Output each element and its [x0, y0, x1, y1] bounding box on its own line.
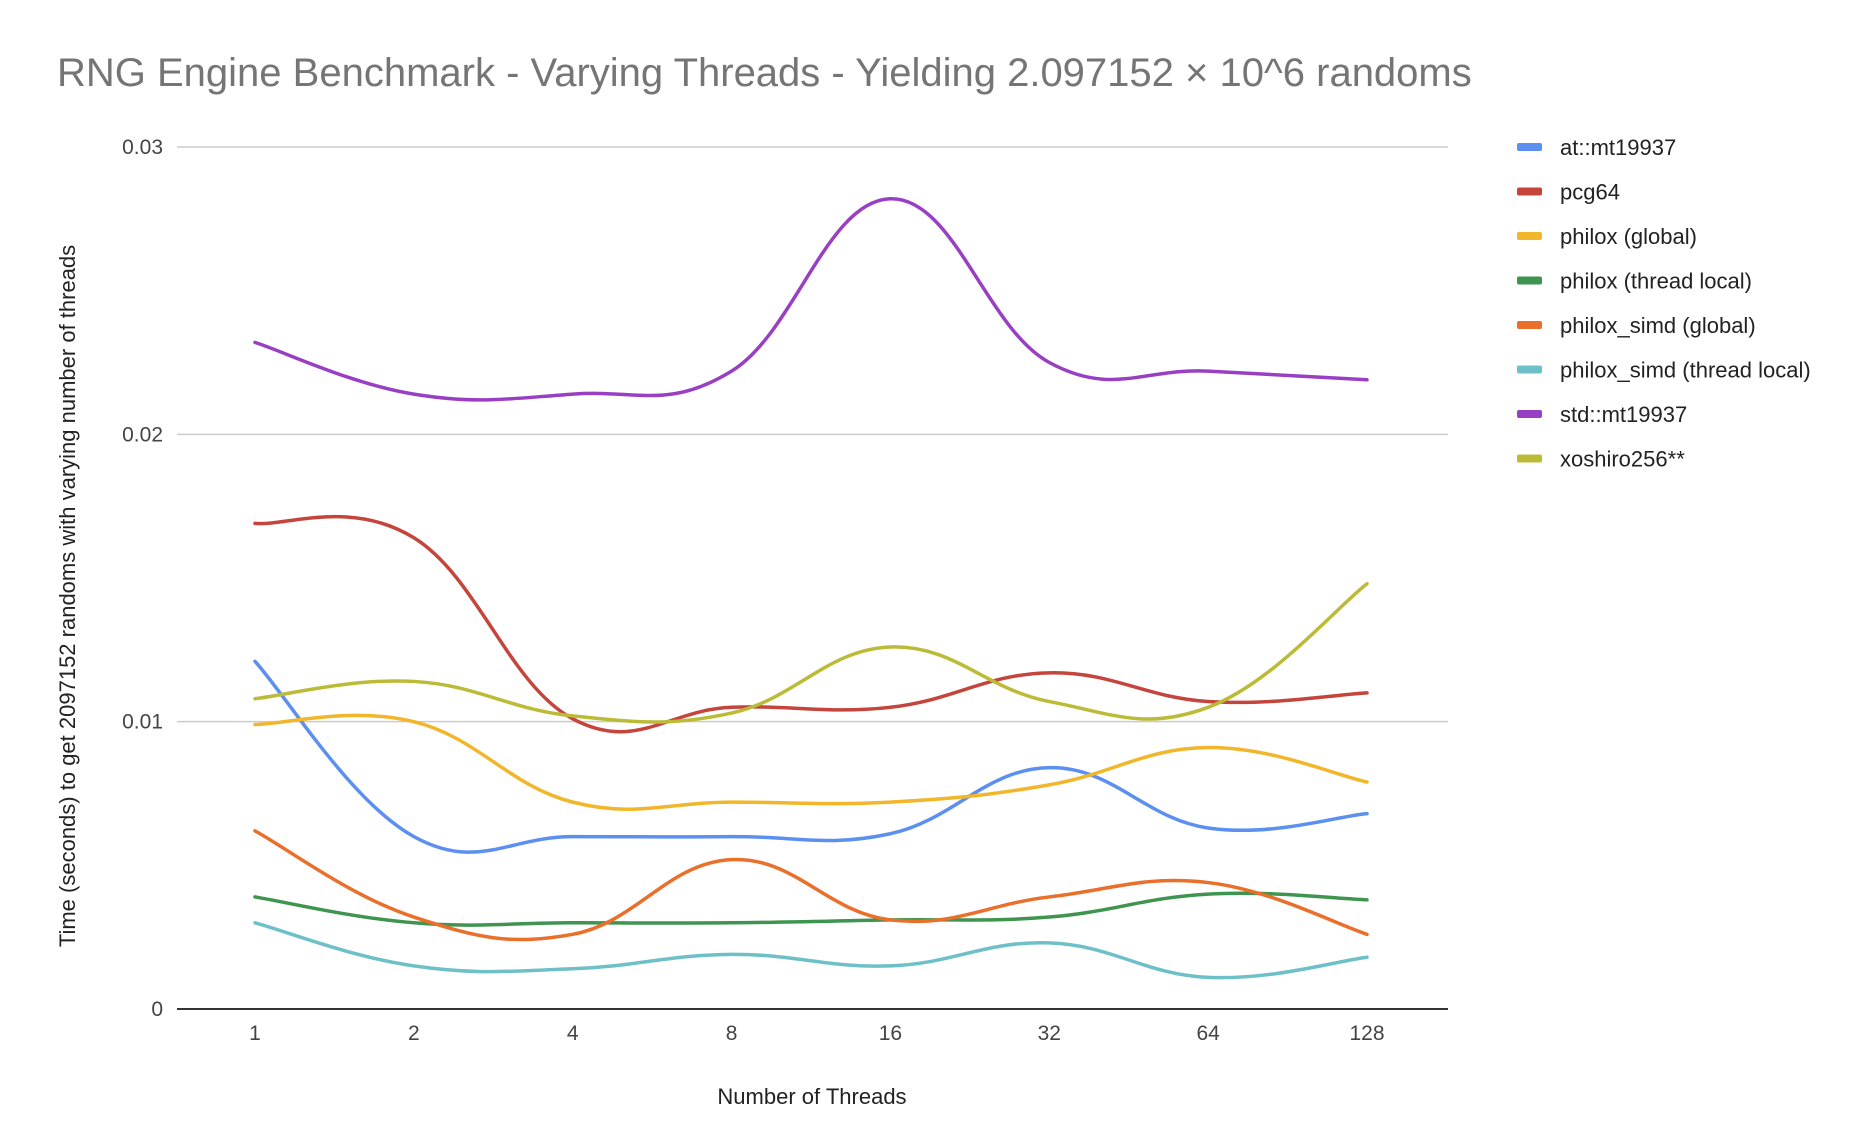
- legend-label: philox (thread local): [1560, 269, 1752, 294]
- y-axis-label: Time (seconds) to get 2097152 randoms wi…: [55, 245, 80, 947]
- x-tick-label: 64: [1196, 1022, 1220, 1045]
- legend-label: philox_simd (thread local): [1560, 358, 1811, 383]
- legend-label: pcg64: [1560, 180, 1620, 205]
- y-tick-label: 0.02: [122, 423, 163, 446]
- legend-label: philox_simd (global): [1560, 313, 1756, 338]
- legend-swatch: [1517, 232, 1542, 240]
- series-line-xoshiro256: [253, 581, 1369, 724]
- x-tick-label: 8: [726, 1022, 738, 1045]
- legend-swatch: [1517, 276, 1542, 285]
- x-tick-label: 2: [408, 1022, 420, 1045]
- legend-label: philox (global): [1560, 224, 1697, 249]
- x-tick-label: 1: [249, 1022, 261, 1045]
- chart-title: RNG Engine Benchmark - Varying Threads -…: [57, 51, 1472, 95]
- legend-swatch: [1517, 143, 1542, 151]
- x-axis-label: Number of Threads: [717, 1084, 906, 1109]
- series-lines: [253, 196, 1369, 980]
- series-line-std-mt19937: [253, 196, 1369, 402]
- series-line-at-mt19937: [253, 659, 1369, 854]
- legend-swatch: [1517, 321, 1542, 329]
- series-line-philox-global: [253, 713, 1369, 811]
- series-line-philox-simd-thread-local: [253, 921, 1369, 980]
- y-tick-label: 0.03: [122, 136, 163, 159]
- legend-label: at::mt19937: [1560, 135, 1676, 160]
- x-tick-label: 4: [567, 1022, 579, 1045]
- x-tick-label: 128: [1349, 1022, 1384, 1045]
- series-line-philox-simd-global: [253, 829, 1369, 942]
- legend-swatch: [1517, 187, 1542, 196]
- y-tick-label: 0: [151, 998, 163, 1021]
- y-axis-ticks: 0 0.01 0.02 0.03: [122, 136, 163, 1021]
- y-tick-label: 0.01: [122, 711, 163, 734]
- x-tick-label: 32: [1038, 1022, 1061, 1045]
- gridlines: [177, 146, 1448, 723]
- series-line-pcg64: [253, 514, 1369, 734]
- legend-swatch: [1517, 454, 1542, 463]
- legend-swatch: [1517, 410, 1542, 418]
- legend-swatch: [1517, 365, 1542, 374]
- legend-label: std::mt19937: [1560, 402, 1687, 427]
- legend-label: xoshiro256**: [1560, 447, 1685, 472]
- x-tick-label: 16: [879, 1022, 902, 1045]
- x-axis-ticks: 1 2 4 8 16 32 64 128: [249, 1022, 1384, 1045]
